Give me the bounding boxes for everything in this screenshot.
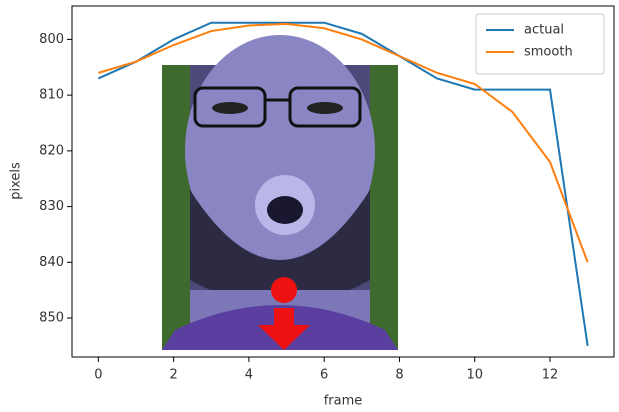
x-tick-label: 8 — [395, 368, 403, 383]
y-axis-label: pixels — [9, 162, 24, 200]
face-image — [162, 35, 398, 350]
legend-label: actual — [524, 23, 564, 38]
y-tick-label: 810 — [39, 88, 64, 103]
x-tick-label: 10 — [466, 368, 483, 383]
x-axis-label: frame — [324, 394, 363, 409]
y-tick-label: 820 — [39, 143, 64, 158]
legend-label: smooth — [524, 45, 573, 60]
y-tick-label: 850 — [39, 311, 64, 326]
y-tick-label: 830 — [39, 199, 64, 214]
y-tick-label: 800 — [39, 32, 64, 47]
x-tick-label: 0 — [94, 368, 102, 383]
x-tick-label: 4 — [245, 368, 253, 383]
x-tick-label: 12 — [542, 368, 559, 383]
x-tick-label: 2 — [169, 368, 177, 383]
x-tick-label: 6 — [320, 368, 328, 383]
y-tick-label: 840 — [39, 255, 64, 270]
chart: 800810820830840850024681012actualsmooth … — [0, 0, 619, 412]
